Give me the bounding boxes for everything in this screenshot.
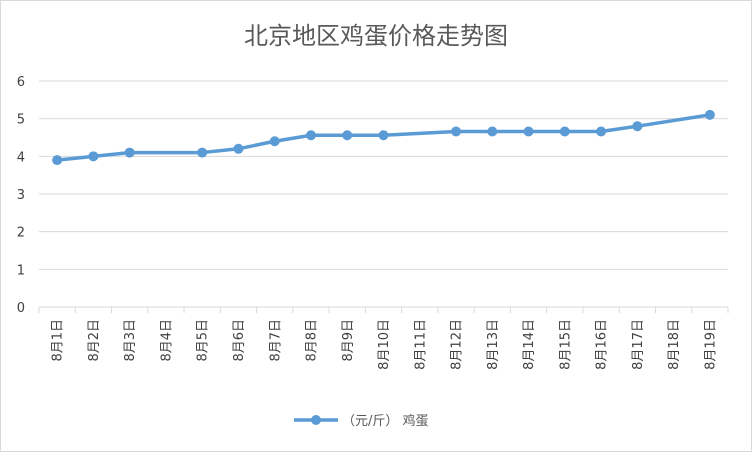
x-tick-label: 8月3日 xyxy=(123,319,138,362)
gridlines xyxy=(39,80,728,270)
x-tick-label: 8月8日 xyxy=(305,319,320,362)
x-tick-label: 8月18日 xyxy=(667,319,682,370)
x-tick-label: 8月6日 xyxy=(232,319,247,362)
data-point xyxy=(487,126,498,137)
data-point xyxy=(451,126,462,137)
chart-title: 北京地区鸡蛋价格走势图 xyxy=(244,22,508,50)
x-tick-label: 8月12日 xyxy=(450,319,465,370)
x-tick-label: 8月9日 xyxy=(341,319,356,362)
y-tick-label-1: 1 xyxy=(17,263,25,278)
x-tick-label: 8月1日 xyxy=(51,319,66,362)
data-point xyxy=(233,143,244,154)
y-tick-label-5: 5 xyxy=(17,113,25,128)
data-point xyxy=(559,126,570,137)
data-point xyxy=(52,155,63,166)
x-tick-label: 8月14日 xyxy=(522,319,537,370)
data-point xyxy=(124,147,135,158)
data-point xyxy=(523,126,534,137)
y-tick-label-0: 0 xyxy=(17,301,25,316)
data-point xyxy=(342,130,353,141)
x-tick-label: 8月15日 xyxy=(558,319,573,370)
y-axis: 0 1 2 3 4 5 6 xyxy=(17,75,25,316)
series-egg-price xyxy=(52,109,715,166)
data-point xyxy=(378,130,389,141)
y-tick-label-4: 4 xyxy=(17,150,25,165)
data-point xyxy=(305,130,316,141)
x-tick-label: 8月19日 xyxy=(703,319,718,370)
x-tick-label: 8月10日 xyxy=(377,319,392,370)
x-tick-label: 8月17日 xyxy=(631,319,646,370)
x-tick-label: 8月7日 xyxy=(268,319,283,362)
data-point xyxy=(632,121,643,132)
x-tick-label: 8月5日 xyxy=(196,319,211,362)
series-line xyxy=(56,113,711,162)
x-tick-label: 8月2日 xyxy=(87,319,102,362)
y-tick-label-3: 3 xyxy=(17,188,25,203)
data-point xyxy=(704,109,715,120)
x-tick-label: 8月4日 xyxy=(159,319,174,362)
legend: （元/斤） 鸡蛋 xyxy=(294,413,429,429)
x-axis: 8月1日 8月2日 8月3日 8月4日 8月5日 8月6日 8月7日 8月8日 8月9日 8月10… xyxy=(38,306,729,370)
x-tick-label: 8月13日 xyxy=(486,319,501,370)
data-point xyxy=(596,126,607,137)
y-tick-label-2: 2 xyxy=(17,226,25,241)
legend-label: （元/斤） 鸡蛋 xyxy=(342,413,429,429)
y-tick-label-6: 6 xyxy=(17,75,25,90)
data-point xyxy=(269,136,280,147)
x-tick-label: 8月16日 xyxy=(595,319,610,370)
legend-point-marker xyxy=(311,415,321,425)
x-tick-label: 8月11日 xyxy=(413,319,428,370)
data-point xyxy=(88,151,99,162)
data-point xyxy=(197,147,208,158)
